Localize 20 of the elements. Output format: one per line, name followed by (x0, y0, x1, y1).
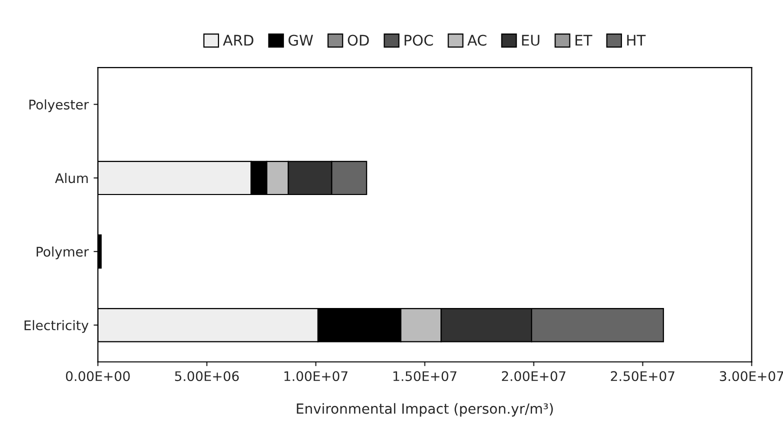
x-tick-label: 1.50E+07 (393, 371, 456, 382)
legend-label: POC (404, 34, 433, 46)
legend-label: ET (576, 34, 592, 46)
x-tick-label: 3.00E+07 (720, 371, 783, 382)
x-tick-label: 2.00E+07 (502, 371, 566, 382)
y-tick-label: Electricity (24, 320, 88, 333)
y-tick-label: Alum (55, 172, 88, 184)
legend-label: AC (467, 34, 486, 46)
x-tick-label: 2.50E+07 (610, 371, 674, 382)
x-tick-label: 5.00E+06 (175, 371, 239, 382)
legend-label: HT (627, 34, 646, 46)
legend-label: ARD (222, 34, 254, 46)
x-tick-label: 1.00E+07 (284, 371, 348, 382)
x-tick-label: 0.00E+00 (66, 371, 130, 382)
y-tick-label: Polyester (29, 99, 89, 112)
legend-label: EU (522, 34, 540, 46)
x-axis-title: Environmental Impact (person.yr/m³) (296, 403, 553, 417)
y-tick-label: Polymer (36, 246, 89, 260)
legend-label: OD (348, 34, 369, 46)
legend-label: GW (288, 34, 313, 46)
